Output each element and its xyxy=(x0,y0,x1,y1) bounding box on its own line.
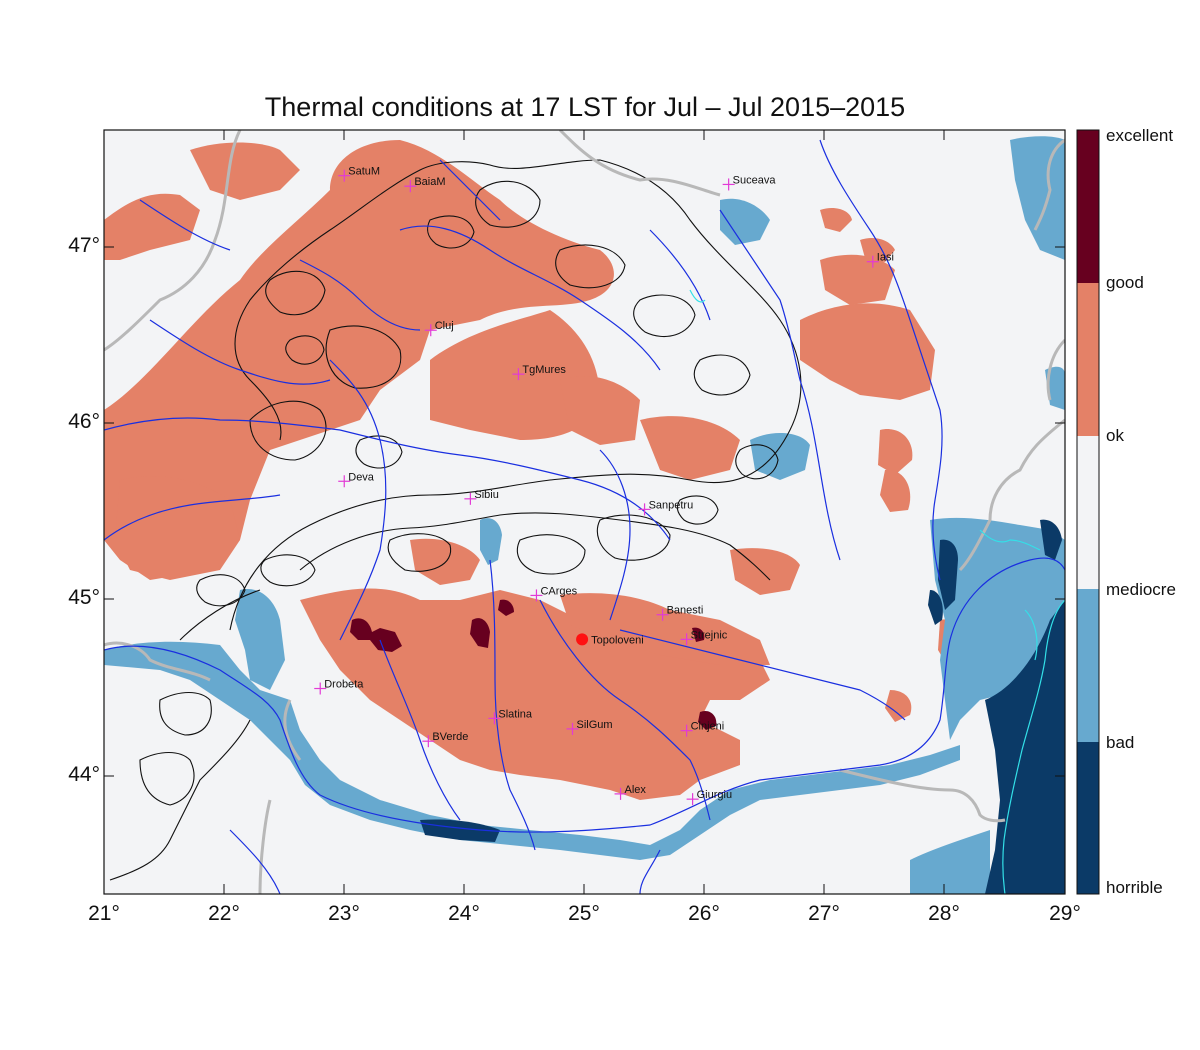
city-marker: BVerde xyxy=(422,731,468,748)
city-label: SatuM xyxy=(348,166,380,178)
colorbar xyxy=(1076,129,1100,895)
city-label: BVerde xyxy=(432,731,468,743)
city-marker: Slatina xyxy=(488,708,533,725)
lon-tick-label: 28° xyxy=(928,902,960,925)
colorbar-label-good: good xyxy=(1106,273,1144,292)
city-marker: Alex xyxy=(614,784,647,800)
city-label: Sibiu xyxy=(474,489,498,501)
colorbar-label-horrible: horrible xyxy=(1106,878,1163,897)
axis-ticks xyxy=(103,130,1065,894)
city-label: Alex xyxy=(625,784,647,796)
lon-tick-label: 23° xyxy=(328,902,360,925)
lat-tick-label: 45° xyxy=(68,586,100,609)
city-label: Giurgiu xyxy=(697,789,732,801)
site-label: Topoloveni xyxy=(591,634,644,646)
city-marker: Deva xyxy=(338,471,375,488)
colorbar-label-bad: bad xyxy=(1106,733,1135,752)
city-marker: Banesti xyxy=(656,605,704,621)
city-marker: Iasi xyxy=(866,252,894,268)
city-label: BaiaM xyxy=(414,176,445,188)
lat-tick-label: 46° xyxy=(68,410,100,433)
city-marker: SilGum xyxy=(566,719,613,735)
city-label: Iasi xyxy=(877,252,894,264)
city-marker: CArges xyxy=(530,585,578,602)
lon-tick-label: 22° xyxy=(208,902,240,925)
city-marker: Suceava xyxy=(722,174,777,191)
lon-tick-label: 24° xyxy=(448,902,480,925)
city-marker: Sibiu xyxy=(464,489,499,505)
city-marker: Cluj xyxy=(424,320,454,337)
lat-tick-label: 44° xyxy=(68,763,100,786)
colorbar-horrible xyxy=(1077,742,1099,894)
colorbar-label-mediocre: mediocre xyxy=(1106,580,1176,599)
city-label: CArges xyxy=(540,585,577,597)
lon-tick-label: 26° xyxy=(688,902,720,925)
colorbar-label-excellent: excellent xyxy=(1106,126,1174,145)
lon-tick-label: 27° xyxy=(808,902,840,925)
city-marker: TgMures xyxy=(512,364,566,381)
city-label: Strejnic xyxy=(691,629,728,641)
lon-tick-label: 25° xyxy=(568,902,600,925)
city-label: Banesti xyxy=(667,605,704,617)
city-label: Drobeta xyxy=(324,679,364,691)
city-marker: BaiaM xyxy=(404,176,446,193)
lon-tick-label: 21° xyxy=(88,902,120,925)
country-borders xyxy=(104,130,1065,894)
colorbar-ok-mediocre xyxy=(1077,436,1099,589)
map-title: Thermal conditions at 17 LST for Jul – J… xyxy=(264,92,906,122)
city-label: Cluj xyxy=(435,320,454,332)
lon-tick-label: 29° xyxy=(1049,902,1081,925)
city-marker: Sanpetru xyxy=(638,499,694,516)
colorbar-frame xyxy=(1076,129,1100,895)
city-marker: Clnjeni xyxy=(680,721,725,737)
colorbar-excellent xyxy=(1077,130,1099,283)
colorbar-label-ok: ok xyxy=(1106,426,1124,445)
colorbar-bad xyxy=(1077,589,1099,742)
city-label: Suceava xyxy=(733,174,777,186)
city-label: SilGum xyxy=(576,719,612,731)
city-marker: Drobeta xyxy=(314,679,364,695)
site-marker-group: Topoloveni xyxy=(576,633,644,646)
lat-tick-label: 47° xyxy=(68,234,100,257)
terrain-contours xyxy=(109,159,802,881)
city-marker: SatuM xyxy=(338,166,380,182)
city-marker: Giurgiu xyxy=(686,789,732,806)
good-regions xyxy=(104,140,970,800)
coastline xyxy=(689,289,1065,894)
city-label: Clnjeni xyxy=(691,721,725,733)
rivers xyxy=(104,139,1065,894)
city-markers: SatuM BaiaM Suceava Iasi Cluj TgMures Deva Sibi… xyxy=(314,166,894,806)
colorbar-good xyxy=(1077,283,1099,436)
city-marker: Strejnic xyxy=(680,629,728,646)
city-label: Deva xyxy=(348,471,375,483)
city-label: Sanpetru xyxy=(649,499,694,511)
city-label: TgMures xyxy=(522,364,566,376)
site-dot xyxy=(576,633,589,646)
city-label: Slatina xyxy=(498,708,533,720)
excellent-regions xyxy=(350,599,717,730)
